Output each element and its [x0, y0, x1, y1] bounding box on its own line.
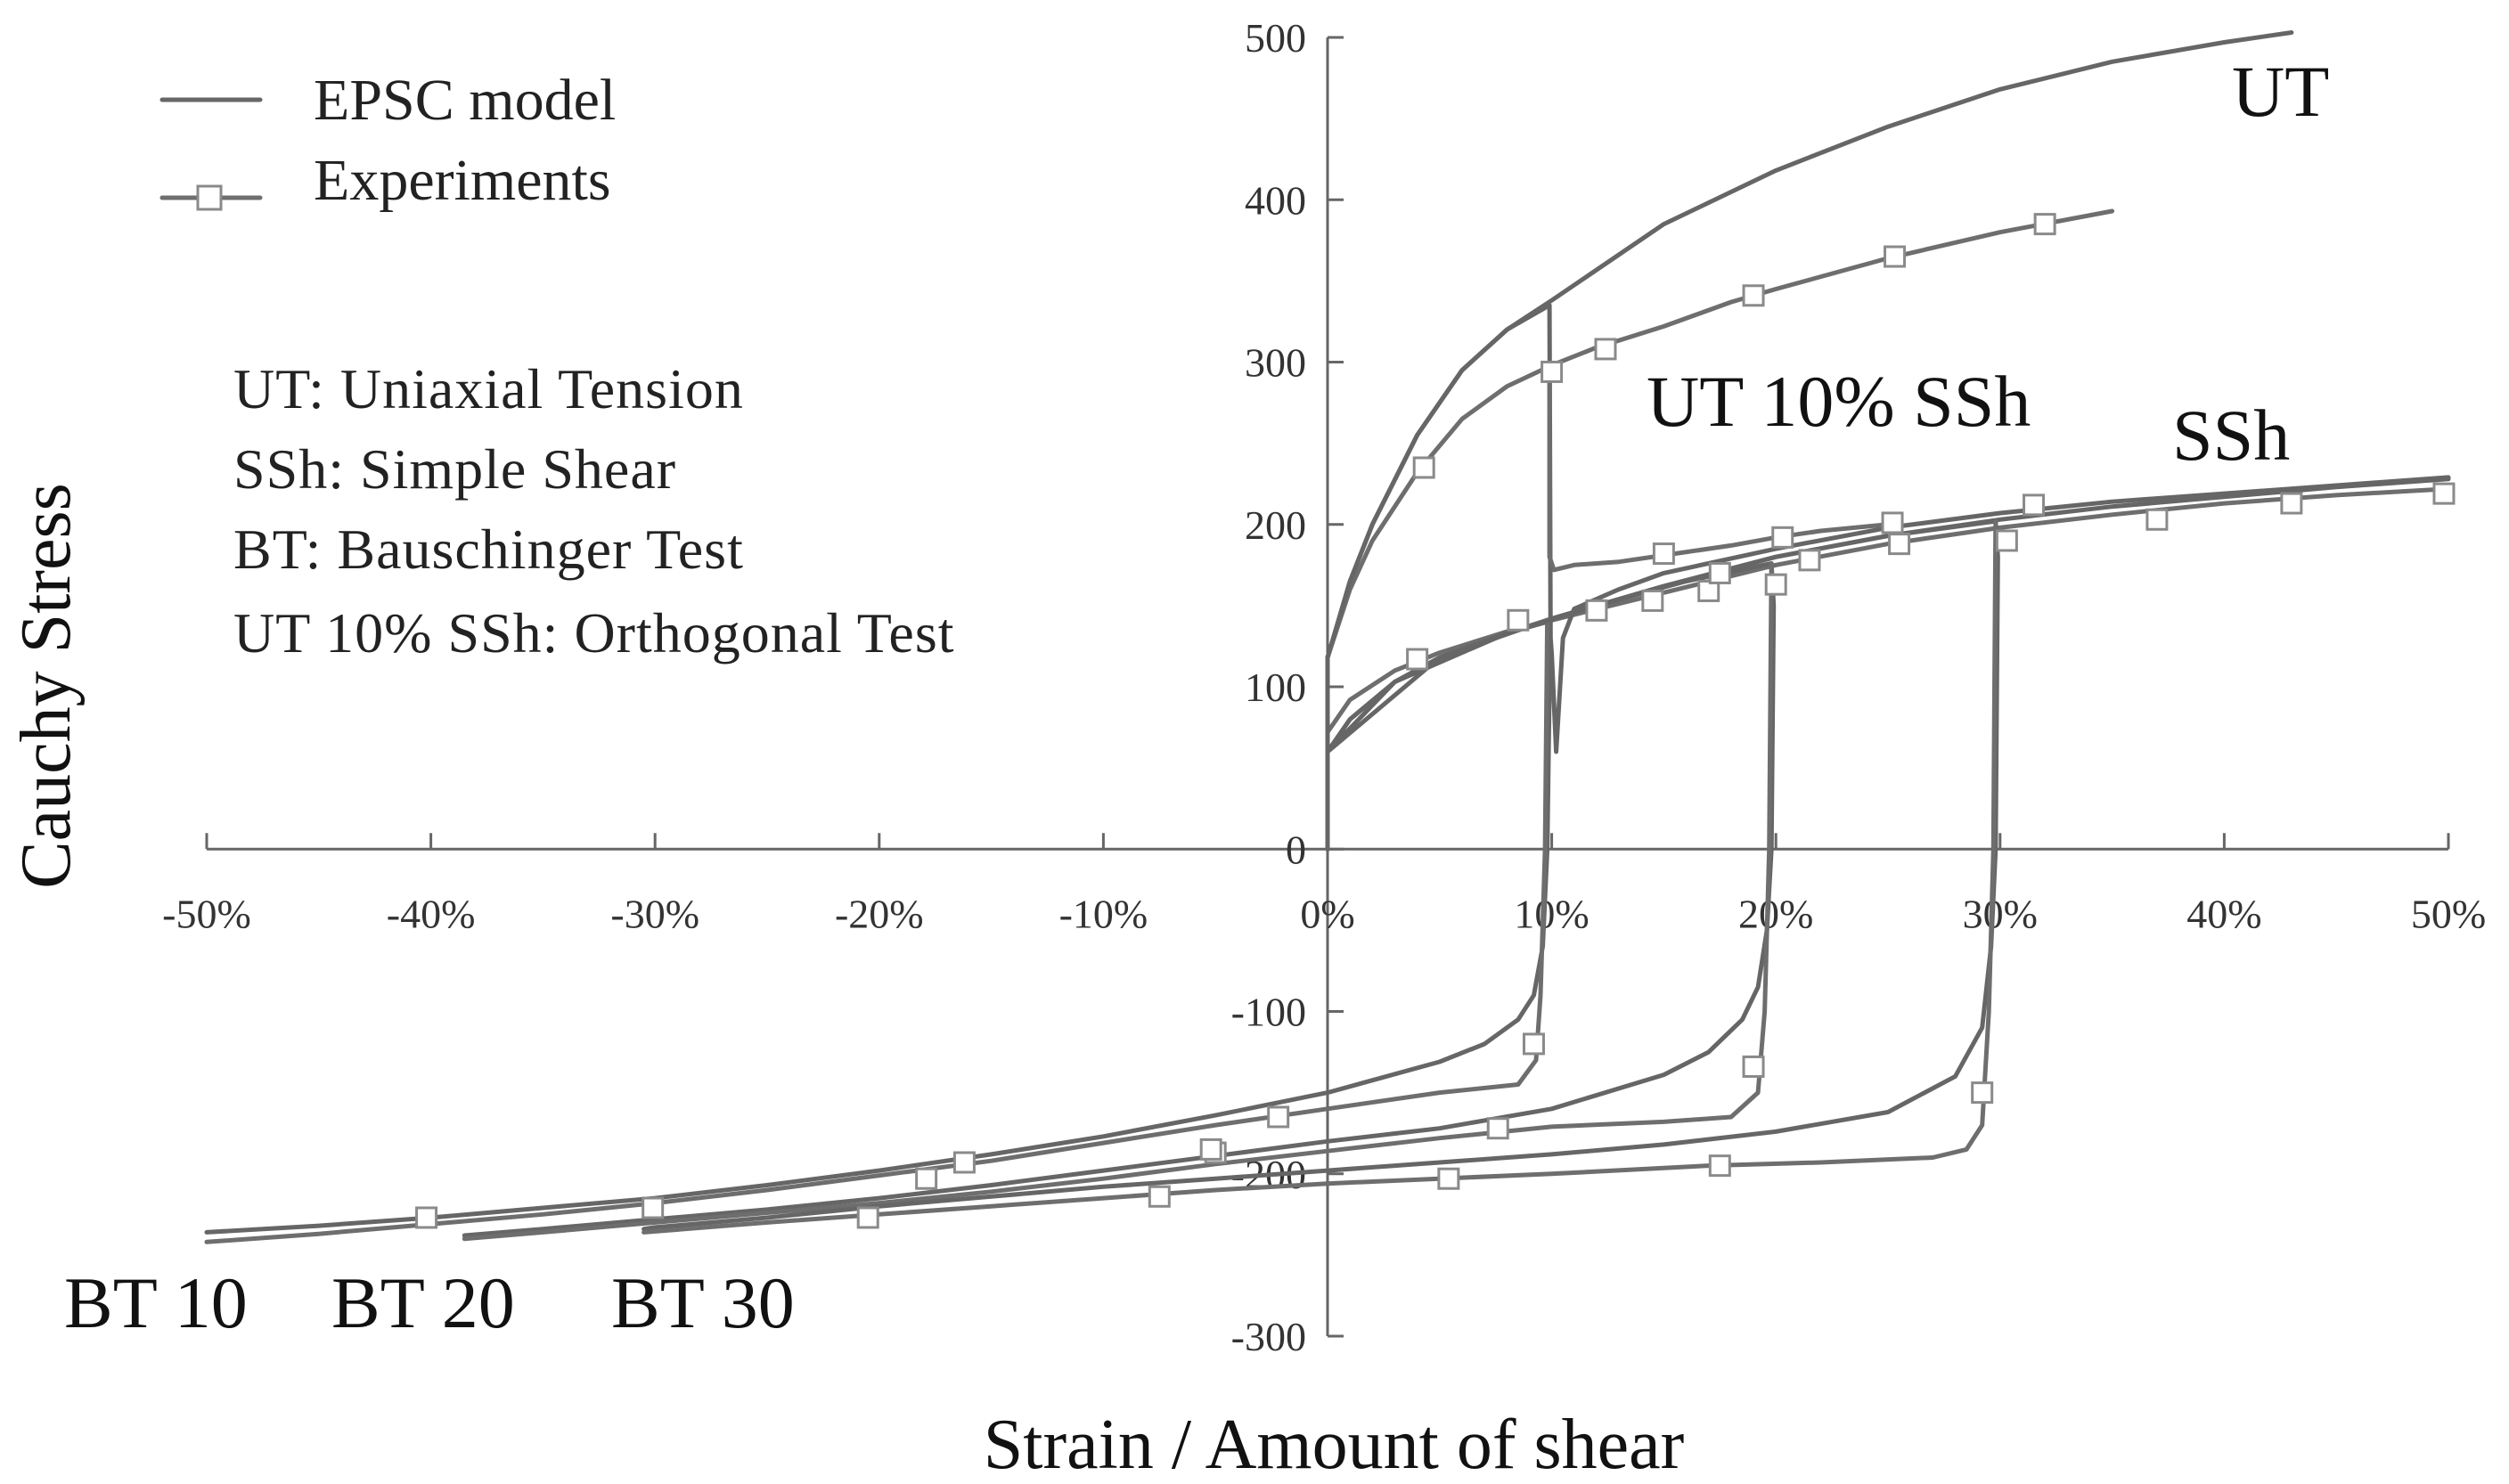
experiment-marker: [1742, 284, 1765, 307]
label-bt20: BT 20: [331, 1262, 515, 1343]
experiment-marker: [1199, 1137, 1222, 1161]
abbr-bt: BT: Bauschinger Test: [233, 518, 744, 581]
experiment-marker: [1652, 542, 1675, 566]
experiment-marker: [1412, 456, 1435, 479]
experiment-marker: [1541, 360, 1564, 383]
experiment-marker: [1708, 561, 1731, 584]
experiment-marker: [2280, 492, 2303, 515]
x-tick-label: 10%: [1514, 891, 1589, 936]
experiment-marker: [2033, 213, 2056, 236]
abbr-orthogonal: UT 10% SSh: Orthogonal Test: [233, 601, 955, 665]
experiment-marker: [1148, 1185, 1171, 1208]
experiment-marker: [1884, 245, 1907, 268]
label-ssh: SSh: [2172, 395, 2290, 476]
experiment-marker: [1742, 1055, 1765, 1078]
legend-experiment-marker-icon: [196, 184, 223, 211]
experiment-marker: [1522, 1032, 1545, 1056]
experiment-marker: [1798, 549, 1821, 572]
abbr-ut: UT: Uniaxial Tension: [233, 357, 744, 420]
experiment-marker: [2432, 482, 2456, 505]
x-tick-label: 50%: [2411, 891, 2486, 936]
experiment-marker: [642, 1196, 665, 1219]
experiment-marker: [1486, 1117, 1509, 1140]
x-tick-label: -50%: [162, 891, 251, 936]
experiment-marker: [952, 1151, 976, 1174]
y-tick-label: -300: [1231, 1314, 1306, 1359]
label-ut: UT: [2232, 51, 2329, 132]
abbr-ssh: SSh: Simple Shear: [233, 437, 676, 501]
y-tick-label: 100: [1245, 665, 1306, 710]
experiment-marker: [1267, 1105, 1290, 1129]
y-axis-title: Cauchy Stress: [7, 483, 86, 889]
x-tick-label: -10%: [1059, 891, 1148, 936]
y-tick-label: 0: [1286, 827, 1306, 872]
series-ut-10-ssh-model: [1325, 303, 2451, 852]
y-tick-label: 500: [1245, 15, 1306, 61]
experiment-marker: [915, 1167, 938, 1190]
y-tick-label: 200: [1245, 502, 1306, 548]
curve-labels: UT UT 10% SSh SSh BT 10 BT 20 BT 30: [64, 51, 2329, 1343]
label-bt10: BT 10: [64, 1262, 248, 1343]
label-bt30: BT 30: [611, 1262, 795, 1343]
legend-experiment-label: Experiments: [314, 148, 611, 213]
series-bt-30-model: [642, 518, 2000, 1232]
experiment-marker: [1708, 1154, 1731, 1178]
experiment-marker: [1594, 338, 1617, 361]
series-ut-10-ssh-experiment: [1547, 368, 1891, 573]
experiment-marker: [1507, 608, 1530, 632]
x-tick-label: 0%: [1300, 891, 1354, 936]
experiment-marker: [1881, 511, 1904, 534]
experiment-marker: [2023, 493, 2046, 517]
x-tick-label: 30%: [1963, 891, 2038, 936]
experiment-marker: [1697, 579, 1720, 602]
x-tick-label: 40%: [2186, 891, 2261, 936]
experiment-marker: [1585, 599, 1608, 622]
experiment-marker: [1406, 648, 1429, 671]
experiment-marker: [1764, 573, 1787, 596]
abbreviations: UT: Uniaxial Tension SSh: Simple Shear B…: [233, 357, 955, 665]
experiment-marker: [2145, 508, 2169, 531]
y-tick-label: 300: [1245, 340, 1306, 386]
experiment-marker: [1771, 526, 1794, 549]
experiment-marker: [1437, 1167, 1460, 1190]
experiment-marker: [1995, 529, 2018, 552]
label-ut-10-ssh: UT 10% SSh: [1647, 361, 2031, 442]
marker-layer: [415, 213, 2456, 1229]
legend: EPSC model Experiments: [159, 68, 616, 213]
x-tick-label: -20%: [835, 891, 924, 936]
x-tick-label: -40%: [387, 891, 476, 936]
y-tick-label: -100: [1231, 990, 1306, 1035]
y-tick-label: 400: [1245, 177, 1306, 223]
x-tick-label: -30%: [610, 891, 699, 936]
experiment-marker: [856, 1206, 879, 1229]
x-axis-title: Strain / Amount of shear: [984, 1406, 1685, 1484]
experiment-marker: [1641, 589, 1664, 612]
axes: -50% -40% -30% -20% -10% 0% 10% 20% 30% 40% 50% -30…: [162, 15, 2486, 1359]
experiment-marker: [415, 1206, 438, 1229]
experiment-marker: [1971, 1081, 1994, 1105]
legend-model-label: EPSC model: [314, 68, 616, 133]
series-ssh-experiment: [1325, 486, 2451, 852]
experiment-marker: [1888, 533, 1911, 556]
x-tick-label: 20%: [1738, 891, 1813, 936]
